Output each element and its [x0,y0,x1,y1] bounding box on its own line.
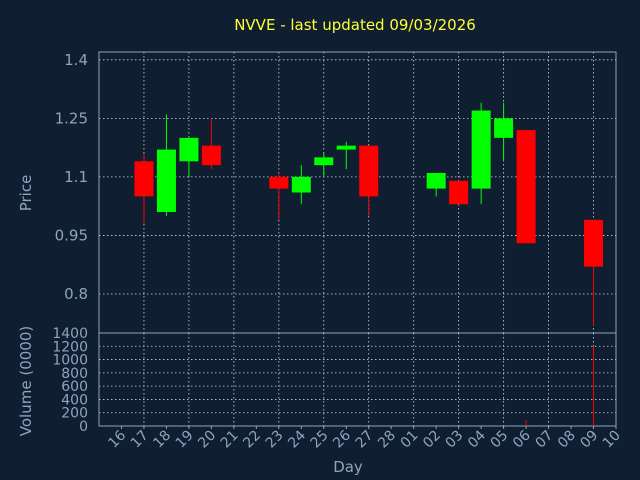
candle-body [314,157,334,166]
price-axis-label: Price [17,175,35,212]
candle-19 [179,137,199,177]
candle-23 [269,172,289,220]
price-tick-label: 1.1 [64,168,88,186]
volume-axis-label: Volume (0000) [17,326,35,436]
price-tick-label: 0.8 [64,285,88,303]
price-tick-label: 1.25 [55,109,88,127]
candle-25 [314,153,334,177]
volume-tick-label: 1000 [52,353,88,369]
chart-title: NVVE - last updated 09/03/2026 [234,16,476,34]
volume-tick-label: 1200 [52,339,88,355]
price-axis-ticks: 0.8 0.95 1.1 1.25 1.4 [55,51,88,303]
x-axis-label: Day [333,458,363,476]
price-tick-label: 1.4 [64,51,88,69]
volume-grid [99,333,616,426]
volume-tick-label: 600 [61,379,88,395]
volume-tick-label: 0 [79,419,88,435]
candle-24 [291,165,311,205]
candle-04 [471,102,491,205]
candle-body [179,137,199,162]
candle-body [494,118,514,138]
price-tick-label: 0.95 [55,226,88,244]
candle-body [269,176,289,189]
volume-tick-label: 800 [61,366,88,382]
x-axis-ticks: 1617181920212223242526272801020304050607… [105,426,624,451]
candle-03 [449,180,469,205]
candle-09 [584,219,604,326]
candle-body [516,130,536,244]
volume-panel-frame [98,332,617,427]
volume-tick-label: 1400 [52,326,88,342]
candle-02 [426,172,446,197]
candle-body [449,180,469,205]
candle-26 [336,141,356,170]
candle-18 [156,114,176,216]
candle-body [134,161,154,197]
candle-body [426,172,446,189]
candle-body [471,110,491,189]
candle-body [359,145,379,197]
volume-series [525,346,595,426]
candle-body [336,145,356,150]
candle-body [291,176,311,193]
candle-06 [516,130,536,244]
candlestick-series [134,102,604,326]
candle-27 [359,145,379,216]
candle-body [156,149,176,213]
candle-17 [134,153,154,224]
candle-body [584,219,604,267]
candle-20 [201,118,221,170]
candle-body [201,145,221,166]
volume-tick-label: 400 [61,392,88,408]
candle-05 [494,102,514,162]
volume-tick-label: 200 [61,406,88,422]
